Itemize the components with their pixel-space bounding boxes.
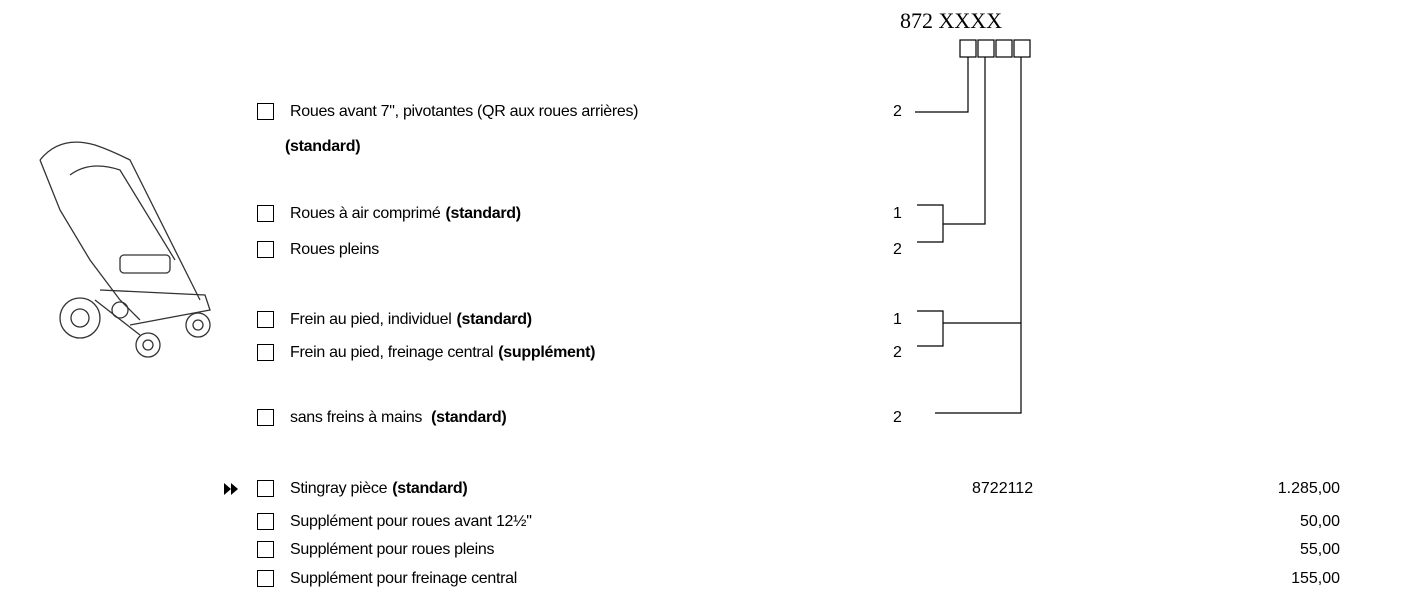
article-number: 8722112 bbox=[972, 479, 1033, 499]
checkbox[interactable] bbox=[257, 513, 274, 530]
option-code: 1 bbox=[893, 310, 902, 330]
price-label: Supplément pour roues pleins bbox=[290, 540, 494, 560]
option-note: (standard) bbox=[446, 205, 521, 222]
price: 55,00 bbox=[1300, 540, 1340, 560]
option-label: Frein au pied, individuel (standard) bbox=[290, 310, 532, 330]
code-header: 872 XXXX bbox=[900, 8, 1002, 34]
price-label: Stingray pièce (standard) bbox=[290, 479, 467, 499]
option-text: Frein au pied, individuel bbox=[290, 311, 452, 328]
option-label: Frein au pied, freinage central (suppléme… bbox=[290, 343, 595, 363]
option-label: Roues à air comprimé (standard) bbox=[290, 204, 521, 224]
option-text: Roues à air comprimé bbox=[290, 205, 441, 222]
checkbox[interactable] bbox=[257, 205, 274, 222]
page: 872 XXXX Roues avant 7", pivotantes (QR … bbox=[0, 0, 1408, 598]
option-text: Frein au pied, freinage central bbox=[290, 344, 493, 361]
price: 155,00 bbox=[1291, 569, 1340, 589]
diagram-lines bbox=[0, 0, 1408, 598]
price-note: (standard) bbox=[392, 480, 467, 497]
marker-arrow bbox=[224, 483, 238, 495]
checkbox[interactable] bbox=[257, 241, 274, 258]
option-note: (standard) bbox=[457, 311, 532, 328]
checkbox[interactable] bbox=[257, 409, 274, 426]
option-label: sans freins à mains (standard) bbox=[290, 408, 506, 428]
option-label: Roues avant 7", pivotantes (QR aux roues… bbox=[290, 102, 638, 122]
code-connectors bbox=[915, 40, 1030, 413]
checkbox[interactable] bbox=[257, 570, 274, 587]
option-note: (standard) bbox=[285, 137, 360, 157]
stroller-illustration bbox=[40, 142, 210, 357]
option-code: 2 bbox=[893, 102, 902, 122]
option-note: (standard) bbox=[431, 409, 506, 426]
checkbox[interactable] bbox=[257, 344, 274, 361]
checkbox[interactable] bbox=[257, 480, 274, 497]
checkbox[interactable] bbox=[257, 541, 274, 558]
checkbox[interactable] bbox=[257, 311, 274, 328]
option-code: 2 bbox=[893, 408, 902, 428]
checkbox[interactable] bbox=[257, 103, 274, 120]
price-label: Supplément pour roues avant 12½" bbox=[290, 512, 532, 532]
price: 50,00 bbox=[1300, 512, 1340, 532]
price-label: Supplément pour freinage central bbox=[290, 569, 517, 589]
option-note: (supplément) bbox=[498, 344, 595, 361]
option-code: 1 bbox=[893, 204, 902, 224]
price: 1.285,00 bbox=[1278, 479, 1340, 499]
option-text: sans freins à mains bbox=[290, 409, 422, 426]
option-label: Roues pleins bbox=[290, 240, 379, 260]
option-code: 2 bbox=[893, 240, 902, 260]
price-text: Stingray pièce bbox=[290, 480, 387, 497]
option-code: 2 bbox=[893, 343, 902, 363]
